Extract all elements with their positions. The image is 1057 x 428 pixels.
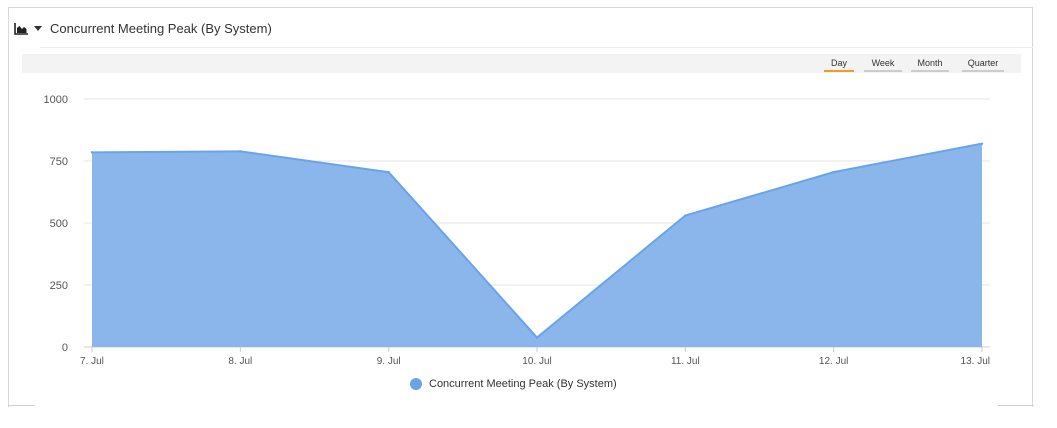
y-tick-label: 750 (50, 156, 68, 168)
panel-bottom-right-edge (998, 405, 1034, 406)
x-tick-label: 12. Jul (819, 356, 848, 367)
data-point (832, 170, 835, 174)
y-tick-label: 500 (50, 218, 68, 230)
x-tick-label: 7. Jul (80, 356, 104, 367)
area-chart-icon[interactable] (14, 22, 28, 35)
legend-label: Concurrent Meeting Peak (By System) (429, 378, 617, 390)
y-tick-label: 250 (50, 280, 68, 292)
legend-swatch (410, 378, 422, 390)
x-tick-label: 10. Jul (522, 356, 551, 367)
header-divider (40, 47, 1033, 48)
caret-down-icon[interactable] (34, 25, 42, 31)
range-button-month[interactable]: Month (911, 58, 949, 72)
data-point (535, 336, 539, 339)
data-point (980, 142, 984, 145)
range-button-day[interactable]: Day (824, 58, 854, 72)
panel-title: Concurrent Meeting Peak (By System) (50, 20, 272, 36)
chart-legend[interactable]: Concurrent Meeting Peak (By System) (410, 378, 617, 390)
panel-bottom-left-edge (8, 405, 35, 406)
x-tick-label: 13. Jul (961, 356, 990, 367)
range-toolbar: Day Week Month Quarter (22, 54, 1021, 73)
data-point (684, 214, 687, 217)
data-point (387, 170, 390, 174)
data-point (90, 151, 94, 154)
x-tick-label: 11. Jul (671, 356, 700, 367)
panel-header: Concurrent Meeting Peak (By System) (14, 18, 272, 38)
y-tick-label: 0 (62, 342, 68, 354)
x-tick-label: 9. Jul (377, 356, 401, 367)
range-button-week[interactable]: Week (864, 58, 902, 72)
series-area (92, 143, 982, 347)
data-point (239, 150, 242, 153)
y-tick-label: 1000 (44, 94, 68, 106)
x-tick-label: 8. Jul (228, 356, 252, 367)
range-button-quarter[interactable]: Quarter (962, 58, 1004, 72)
